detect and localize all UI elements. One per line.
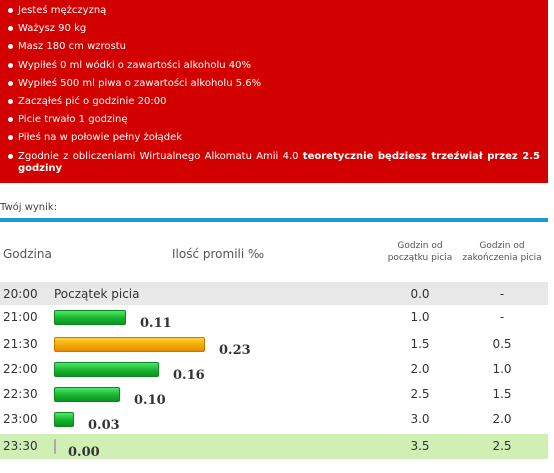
row-hours-from-end: 1.0 (492, 362, 512, 376)
promil-bar (54, 362, 159, 377)
summary-list: Jesteś mężczyzną Ważysz 90 kg Masz 180 c… (0, 0, 548, 175)
promil-bar (54, 387, 120, 402)
row-hours-from-end: 1.5 (492, 387, 512, 401)
drinking-start-label: Początek picia (54, 287, 140, 301)
summary-item-gender: Jesteś mężczyzną (7, 5, 548, 17)
summary-item-vodka: Wypiłeś 0 ml wódki o zawartości alkoholu… (7, 60, 548, 72)
summary-item-start-time: Zacząłeś pić o godzinie 20:00 (7, 96, 548, 108)
header-start-line2: początku picia (387, 253, 453, 263)
row-hours-from-start: 1.0 (410, 310, 430, 324)
table-row: 21:00 0.11 1.0 - (0, 305, 548, 331)
table-row: 20:00 Początek picia 0.0 - (0, 282, 548, 305)
header-promil: Ilość promili ‰ (172, 247, 265, 261)
row-hours-from-start: 0.0 (410, 287, 430, 301)
divider-line (0, 218, 548, 222)
row-hours-from-end: 0.5 (492, 337, 512, 351)
header-end-line1: Godzin od (479, 241, 525, 251)
row-hours-from-end: - (499, 287, 505, 301)
row-hours-from-end: 2.0 (492, 412, 512, 426)
row-time: 21:30 (3, 337, 38, 351)
promil-bar (54, 310, 126, 325)
row-hours-from-start: 2.0 (410, 362, 430, 376)
table-row: 23:00 0.03 3.0 2.0 (0, 407, 548, 433)
promil-value: 0.23 (219, 343, 251, 358)
conclusion-text: Zgodnie z obliczeniami Wirtualnego Alkom… (18, 150, 303, 162)
promil-value: 0.11 (140, 316, 172, 331)
header-hours-from-end: Godzin od zakończenia picia (452, 240, 552, 264)
header-hours-from-start: Godzin od początku picia (370, 240, 470, 264)
row-hours-from-start: 3.0 (410, 412, 430, 426)
header-end-line2: zakończenia picia (462, 253, 542, 263)
row-hours-from-start: 1.5 (410, 337, 430, 351)
conclusion-highlight: teoretycznie będziesz trzeźwiał przez 2.… (18, 150, 541, 174)
promil-bar (54, 439, 56, 454)
row-time: 20:00 (3, 287, 38, 301)
row-hours-from-start: 2.5 (410, 387, 430, 401)
summary-item-stomach: Piłeś na w połowie pełny żołądek (7, 132, 548, 144)
promil-value: 0.16 (173, 368, 205, 383)
row-time: 23:30 (3, 439, 38, 453)
row-hours-from-end: 2.5 (492, 439, 512, 453)
summary-item-beer: Wypiłeś 500 ml piwa o zawartości alkohol… (7, 78, 548, 90)
summary-item-duration: Picie trwało 1 godzinę (7, 114, 548, 126)
promil-bar (54, 412, 74, 427)
row-hours-from-end: - (499, 310, 505, 324)
summary-item-conclusion: Zgodnie z obliczeniami Wirtualnego Alkom… (7, 151, 548, 175)
row-hours-from-start: 3.5 (410, 439, 430, 453)
table-row: 21:30 0.23 1.5 0.5 (0, 332, 548, 358)
summary-item-height: Masz 180 cm wzrostu (7, 41, 548, 53)
summary-item-weight: Ważysz 90 kg (7, 23, 548, 35)
table-row: 22:00 0.16 2.0 1.0 (0, 357, 548, 383)
table-row: 22:30 0.10 2.5 1.5 (0, 382, 548, 408)
row-time: 21:00 (3, 310, 38, 324)
row-time: 22:30 (3, 387, 38, 401)
row-time: 23:00 (3, 412, 38, 426)
row-time: 22:00 (3, 362, 38, 376)
summary-box: Jesteś mężczyzną Ważysz 90 kg Masz 180 c… (0, 0, 548, 183)
header-start-line1: Godzin od (397, 241, 443, 251)
header-time: Godzina (3, 247, 52, 261)
promil-bar-peak (54, 337, 205, 352)
promil-value: 0.03 (88, 418, 120, 433)
promil-value: 0.10 (134, 393, 166, 408)
promil-value: 0.00 (68, 445, 100, 460)
table-row-sober: 23:30 0.00 3.5 2.5 (0, 434, 548, 460)
result-label: Twój wynik: (0, 202, 58, 213)
